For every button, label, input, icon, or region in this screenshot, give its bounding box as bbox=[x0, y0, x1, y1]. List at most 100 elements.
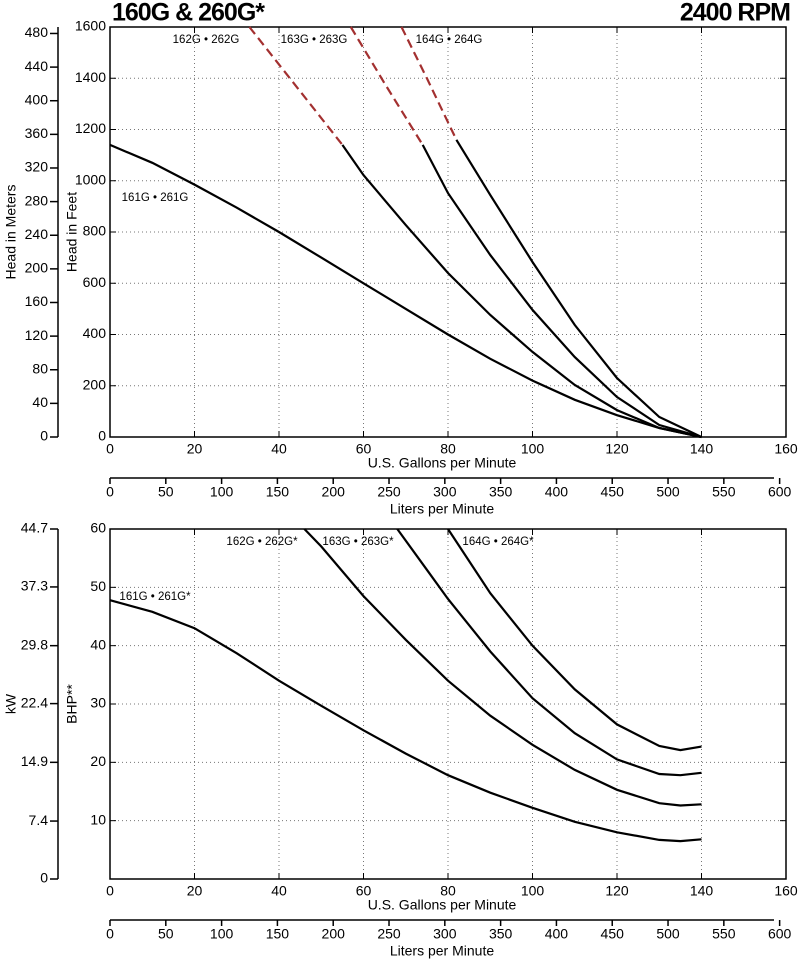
y2-tick-label: 200 bbox=[25, 260, 49, 276]
y2-tick-label: 160 bbox=[25, 293, 49, 309]
curve bbox=[447, 528, 702, 752]
chart-subtitle: 2400 RPM bbox=[680, 0, 790, 27]
x-tick-label: 80 bbox=[440, 441, 456, 457]
curve bbox=[396, 528, 702, 777]
x2-tick-label: 50 bbox=[158, 484, 174, 500]
curve bbox=[303, 528, 702, 807]
x2-tick-label: 450 bbox=[601, 484, 625, 500]
x2-axis-title: Liters per Minute bbox=[390, 943, 494, 959]
y2-tick-label: 120 bbox=[25, 327, 49, 343]
y-tick-label: 200 bbox=[83, 376, 107, 392]
y-tick-label: 1000 bbox=[75, 171, 106, 187]
y2-tick-label: 440 bbox=[25, 58, 49, 74]
curve bbox=[109, 599, 702, 843]
y-axis-title: BHP** bbox=[64, 684, 80, 724]
x-tick-label: 20 bbox=[187, 441, 203, 457]
x-tick-label: 160 bbox=[774, 883, 798, 899]
x2-tick-label: 300 bbox=[433, 484, 457, 500]
series-label: 162G • 262G* bbox=[226, 536, 298, 548]
y2-tick-label: 40 bbox=[32, 394, 48, 410]
series-label: 164G • 264G bbox=[416, 34, 483, 46]
x-axis-title: U.S. Gallons per Minute bbox=[368, 897, 517, 913]
y-axis-title: Head in Feet bbox=[64, 192, 80, 272]
x-tick-label: 100 bbox=[521, 883, 545, 899]
series-label: 163G • 263G* bbox=[322, 536, 394, 548]
x2-tick-label: 100 bbox=[210, 484, 234, 500]
y-tick-label: 10 bbox=[90, 811, 106, 827]
y2-tick-label: 400 bbox=[25, 91, 49, 107]
y-tick-label: 800 bbox=[83, 223, 107, 239]
x-tick-label: 160 bbox=[774, 441, 798, 457]
series-label: 164G • 264G* bbox=[462, 536, 534, 548]
x-tick-label: 0 bbox=[106, 441, 114, 457]
curve bbox=[109, 143, 702, 439]
y-tick-label: 20 bbox=[90, 753, 106, 769]
y2-tick-label: 7.4 bbox=[29, 812, 49, 828]
y-tick-label: 1200 bbox=[75, 120, 106, 136]
x2-tick-label: 600 bbox=[768, 926, 792, 942]
y2-tick-label: 280 bbox=[25, 192, 49, 208]
series-label: 163G • 263G bbox=[281, 34, 348, 46]
dashed-curve bbox=[349, 26, 424, 146]
x-tick-label: 80 bbox=[440, 883, 456, 899]
x2-tick-label: 350 bbox=[489, 484, 513, 500]
y2-tick-label: 29.8 bbox=[21, 636, 48, 652]
x2-tick-label: 100 bbox=[210, 926, 234, 942]
curve bbox=[455, 139, 702, 438]
x-tick-label: 100 bbox=[521, 441, 545, 457]
x2-tick-label: 550 bbox=[712, 484, 736, 500]
curve bbox=[421, 144, 702, 439]
x-tick-label: 120 bbox=[605, 441, 629, 457]
x-tick-label: 140 bbox=[690, 883, 714, 899]
x2-axis-title: Liters per Minute bbox=[390, 501, 494, 517]
x2-tick-label: 250 bbox=[377, 926, 401, 942]
x2-tick-label: 350 bbox=[489, 926, 513, 942]
x2-tick-label: 150 bbox=[266, 926, 290, 942]
x2-tick-label: 150 bbox=[266, 484, 290, 500]
x2-tick-label: 400 bbox=[545, 926, 569, 942]
y-tick-label: 60 bbox=[90, 520, 106, 536]
x-tick-label: 60 bbox=[356, 883, 372, 899]
series-label: 161G • 261G* bbox=[119, 591, 191, 603]
y-tick-label: 600 bbox=[83, 274, 107, 290]
y2-tick-label: 0 bbox=[40, 870, 48, 886]
x2-tick-label: 500 bbox=[656, 926, 680, 942]
dashed-curve bbox=[400, 26, 458, 141]
x2-tick-label: 0 bbox=[106, 926, 114, 942]
x-tick-label: 20 bbox=[187, 883, 203, 899]
x2-tick-label: 200 bbox=[322, 926, 346, 942]
y2-axis-title: kW bbox=[3, 693, 19, 714]
curve bbox=[341, 144, 702, 439]
x-tick-label: 140 bbox=[690, 441, 714, 457]
series-label: 162G • 262G bbox=[173, 34, 240, 46]
x2-tick-label: 500 bbox=[656, 484, 680, 500]
x-tick-label: 40 bbox=[271, 883, 287, 899]
chart-title: 160G & 260G* bbox=[112, 0, 265, 27]
y2-tick-label: 22.4 bbox=[21, 694, 48, 710]
x2-tick-label: 400 bbox=[545, 484, 569, 500]
x-tick-label: 40 bbox=[271, 441, 287, 457]
x2-tick-label: 50 bbox=[158, 926, 174, 942]
x-tick-label: 120 bbox=[605, 883, 629, 899]
x-tick-label: 0 bbox=[106, 883, 114, 899]
x2-tick-label: 450 bbox=[601, 926, 625, 942]
y-tick-label: 30 bbox=[90, 695, 106, 711]
y-tick-label: 1600 bbox=[75, 18, 106, 34]
y2-tick-label: 320 bbox=[25, 159, 49, 175]
dashed-curve bbox=[248, 26, 344, 146]
plot-frame bbox=[109, 26, 787, 438]
y2-tick-label: 480 bbox=[25, 24, 49, 40]
x2-tick-label: 600 bbox=[768, 484, 792, 500]
y-tick-label: 0 bbox=[98, 428, 106, 444]
x2-tick-label: 300 bbox=[433, 926, 457, 942]
x-tick-label: 60 bbox=[356, 441, 372, 457]
y2-tick-label: 44.7 bbox=[21, 520, 48, 536]
y2-tick-label: 0 bbox=[40, 428, 48, 444]
y2-tick-label: 240 bbox=[25, 226, 49, 242]
y2-axis-title: Head in Meters bbox=[3, 185, 19, 280]
series-label: 161G • 261G bbox=[122, 192, 189, 204]
x-axis-title: U.S. Gallons per Minute bbox=[368, 455, 517, 471]
y2-tick-label: 37.3 bbox=[21, 578, 48, 594]
x2-tick-label: 200 bbox=[322, 484, 346, 500]
